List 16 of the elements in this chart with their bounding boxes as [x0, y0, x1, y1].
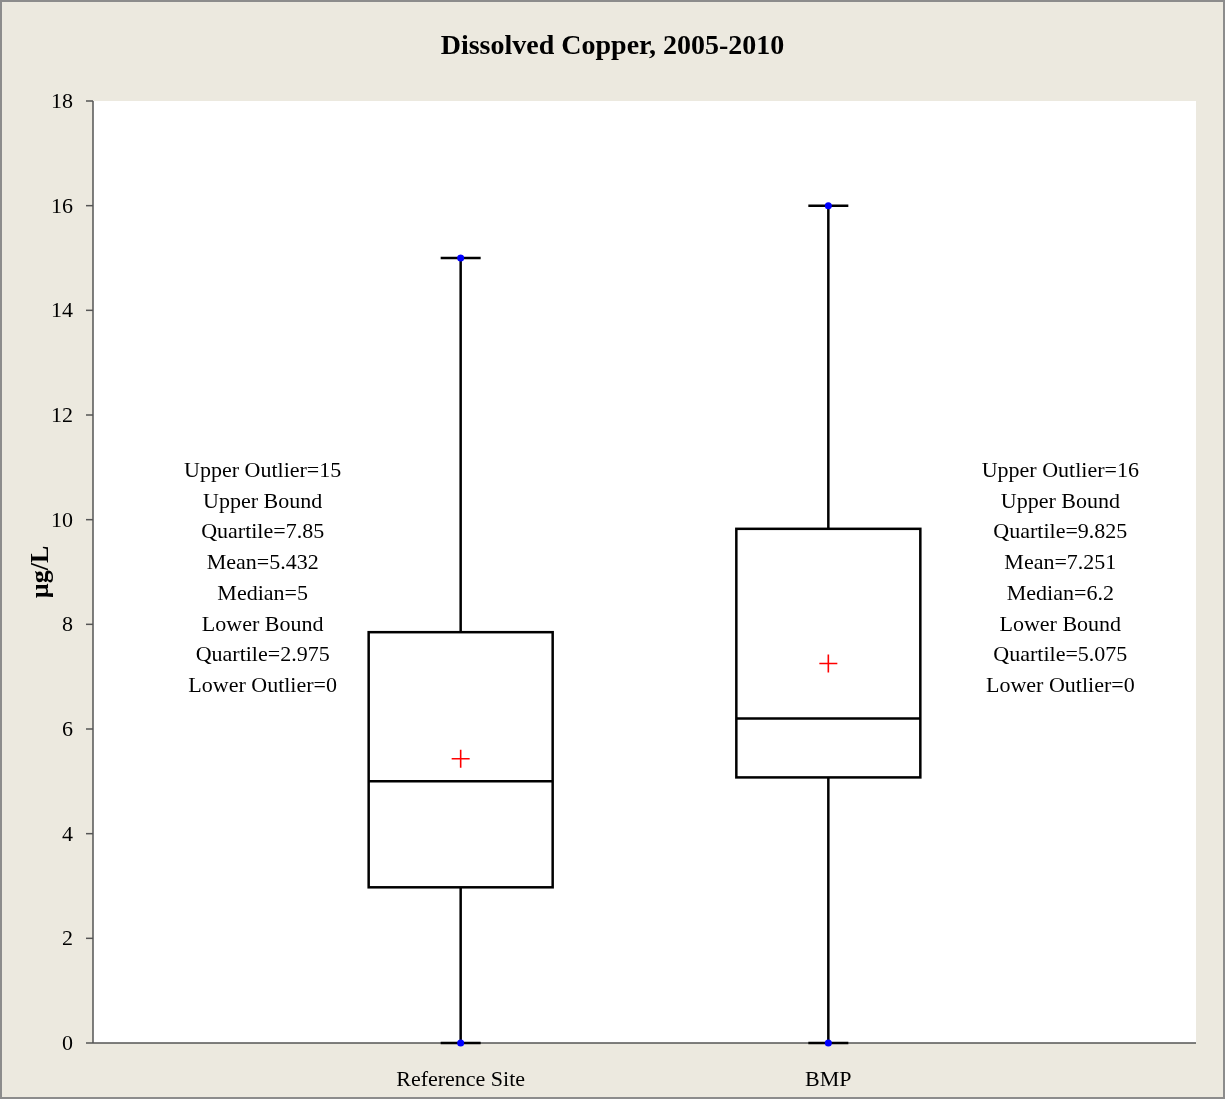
y-tick-label: 0 [62, 1030, 73, 1055]
annotation: Upper Outlier=16 Upper Bound Quartile=9.825 Mean=7.251 Median=6.2 Lower Bound Quartile=5.075 Lower Outlier=0 [981, 457, 1139, 697]
annotation: Upper Outlier=15 Upper Bound Quartile=7.85 Mean=5.432 Median=5 Lower Bound Quartile=2.975 Lower Outlier=0 [184, 457, 342, 697]
chart-title: Dissolved Copper, 2005-2010 [440, 29, 785, 60]
y-tick-label: 18 [51, 88, 73, 113]
x-tick-label: BMP [805, 1066, 852, 1091]
y-axis-title: µg/L [25, 545, 54, 599]
y-tick-label: 12 [51, 402, 73, 427]
x-tick-label: Reference Site [396, 1066, 526, 1091]
y-tick-label: 2 [62, 925, 73, 951]
y-tick-label: 6 [62, 716, 73, 741]
y-tick-label: 14 [51, 297, 73, 323]
y-tick-label: 8 [62, 611, 73, 637]
y-tick-label: 10 [51, 506, 73, 532]
y-tick-label: 4 [62, 820, 73, 846]
y-tick-label: 16 [51, 192, 73, 218]
